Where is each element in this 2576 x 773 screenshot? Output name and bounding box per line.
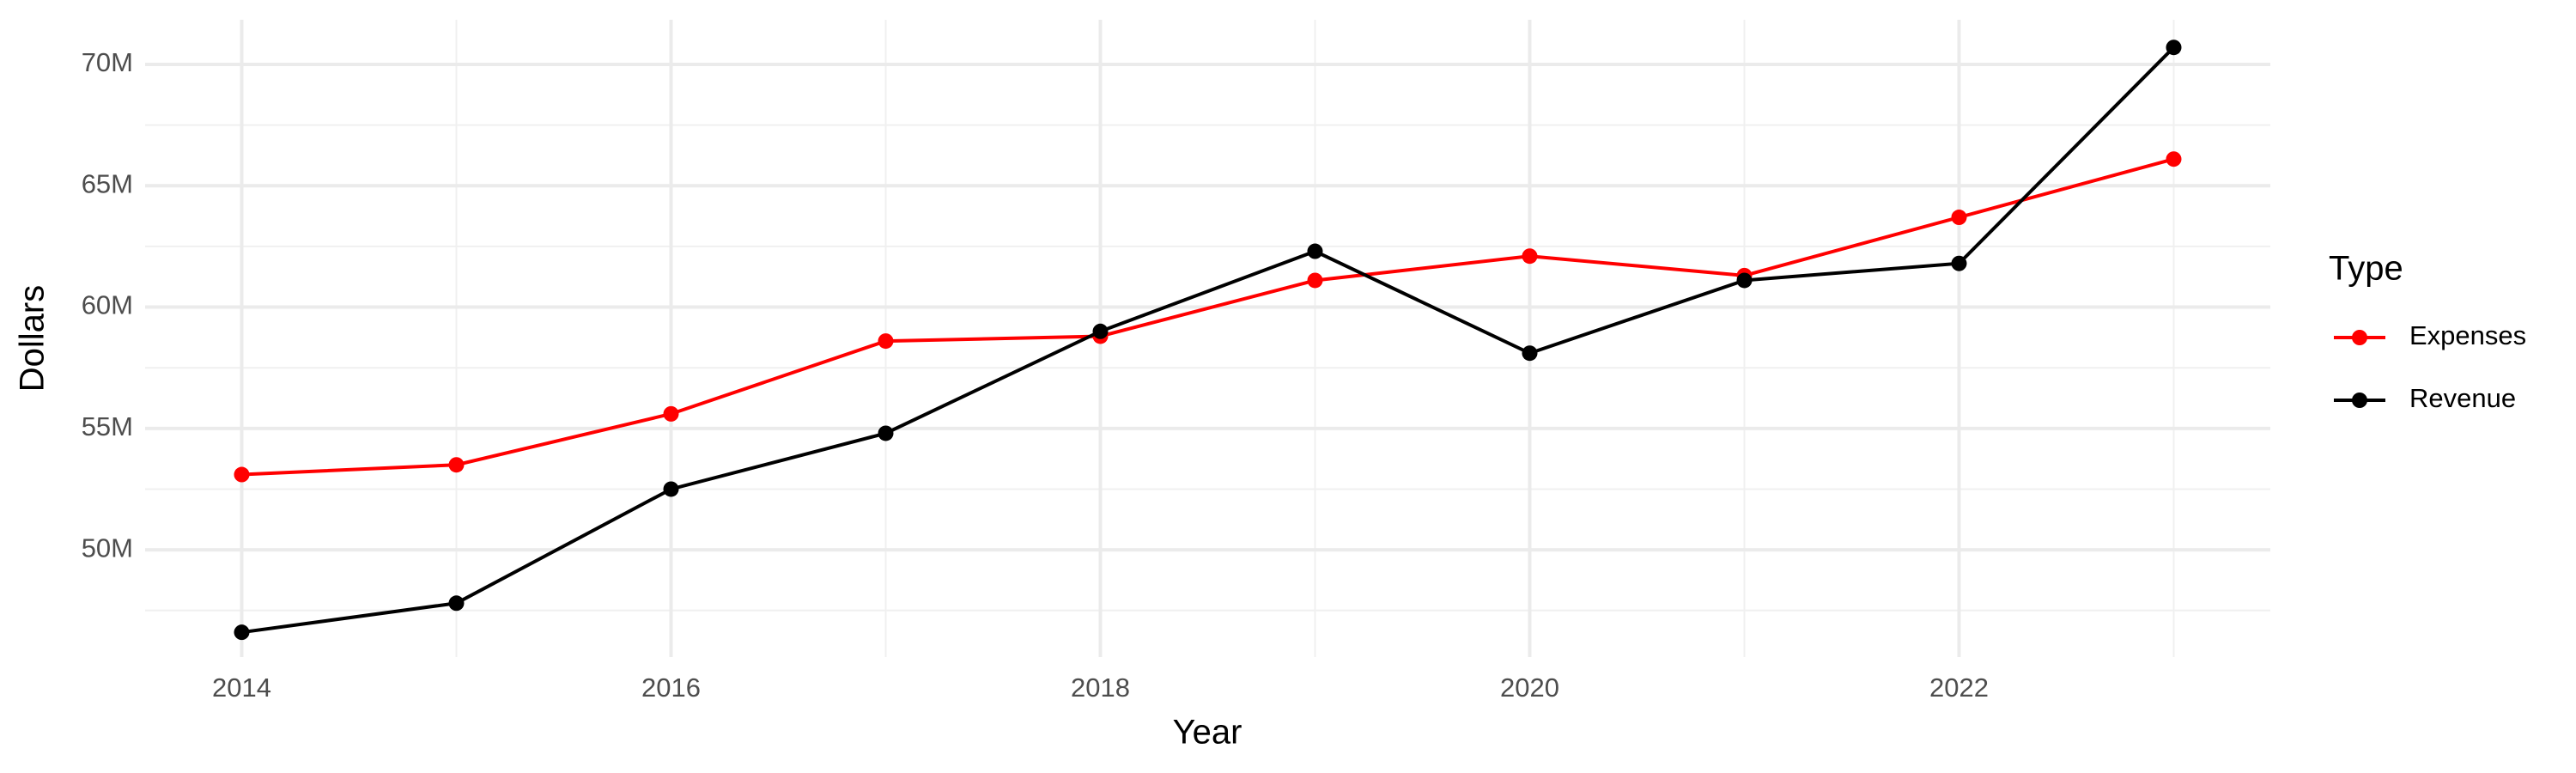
data-point [234, 624, 250, 641]
data-point [1307, 272, 1323, 289]
y-tick-label: 60M [82, 290, 133, 320]
grid [145, 20, 2270, 657]
data-point [1951, 210, 1967, 226]
legend-key [2352, 330, 2367, 345]
series-line [241, 46, 2175, 635]
legend-label: Expenses [2409, 320, 2526, 350]
data-point [1951, 255, 1967, 271]
x-tick-label: 2014 [212, 673, 271, 703]
series-line [241, 157, 2175, 477]
y-tick-label: 50M [82, 533, 133, 563]
data-point [1522, 345, 1538, 362]
data-point [1307, 243, 1323, 259]
y-tick-label: 65M [82, 168, 133, 198]
legend-key [2352, 393, 2367, 408]
y-tick-label: 55M [82, 411, 133, 441]
data-point [448, 457, 465, 473]
data-point [1522, 248, 1538, 265]
data-point [878, 425, 894, 441]
y-tick-label: 70M [82, 47, 133, 77]
data-point [2166, 40, 2182, 56]
data-point [1092, 323, 1109, 339]
x-tick-label: 2018 [1071, 673, 1130, 703]
legend-label: Revenue [2409, 383, 2516, 413]
x-tick-label: 2016 [641, 673, 701, 703]
data-point [663, 405, 679, 422]
x-tick-label: 2020 [1500, 673, 1559, 703]
data-point [234, 466, 250, 483]
data-point [663, 481, 679, 497]
x-tick-label: 2022 [1929, 673, 1989, 703]
data-point [878, 333, 894, 350]
y-axis-title: Dollars [14, 285, 52, 392]
data-point [448, 595, 465, 612]
x-axis-title: Year [1173, 714, 1242, 752]
data-point [2166, 151, 2182, 167]
data-point [1736, 272, 1753, 289]
legend-title: Type [2329, 250, 2403, 288]
